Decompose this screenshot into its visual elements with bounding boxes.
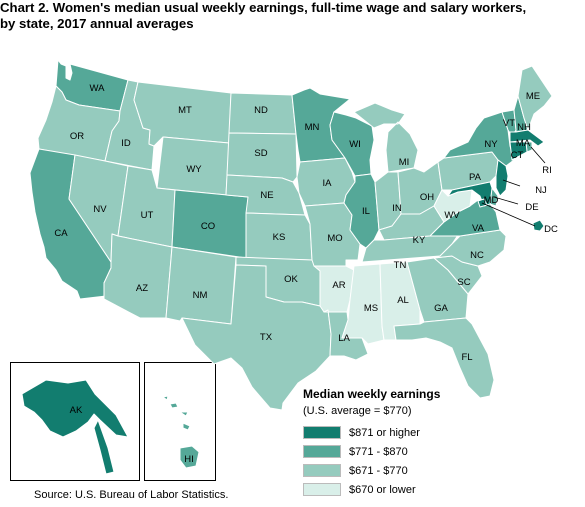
state-labels: WA OR CA ID NV MT WY UT AZ CO NM ND SD N…: [54, 83, 558, 465]
legend-swatch: [303, 426, 341, 439]
legend-swatch: [303, 483, 341, 496]
state-az[interactable]: [103, 233, 173, 319]
label-vt: VT: [503, 118, 515, 129]
label-ia: IA: [323, 178, 333, 189]
leader-de: [493, 196, 519, 205]
legend: Median weekly earnings (U.S. average = $…: [303, 387, 543, 499]
legend-item: $670 or lower: [303, 480, 543, 499]
state-nc[interactable]: [433, 229, 507, 267]
state-me[interactable]: [517, 65, 553, 131]
legend-subtitle: (U.S. average = $770): [303, 405, 412, 417]
label-wy: WY: [186, 164, 202, 175]
legend-item: $871 or higher: [303, 423, 543, 442]
label-ut: UT: [141, 210, 154, 221]
label-nv: NV: [93, 204, 107, 215]
legend-swatch: [303, 464, 341, 477]
leader-nj: [502, 179, 521, 187]
state-ct[interactable]: [509, 141, 528, 161]
label-ny: NY: [484, 139, 498, 150]
label-or: OR: [70, 131, 84, 142]
label-nj: NJ: [535, 185, 547, 196]
label-la: LA: [338, 333, 350, 344]
legend-item-label: $871 or higher: [349, 426, 420, 439]
legend-swatch: [303, 445, 341, 458]
chart-title-line-2: by state, 2017 annual averages: [0, 16, 194, 31]
label-ak: AK: [70, 405, 83, 416]
label-mt: MT: [178, 105, 192, 116]
label-va: VA: [472, 223, 485, 234]
label-nd: ND: [254, 105, 268, 116]
state-nj[interactable]: [495, 159, 509, 197]
leader-ri: [530, 146, 546, 164]
label-hi: HI: [184, 454, 194, 465]
state-ma[interactable]: [509, 129, 545, 147]
label-ar: AR: [332, 280, 345, 291]
hawaii-inset-frame: [144, 362, 216, 481]
legend-item-label: $671 - $770: [349, 464, 408, 477]
label-wa: WA: [90, 83, 106, 94]
label-ga: GA: [434, 303, 448, 314]
state-ak[interactable]: [21, 379, 129, 475]
label-me: ME: [526, 91, 540, 102]
state-hi[interactable]: [162, 395, 200, 469]
label-sc: SC: [457, 277, 470, 288]
label-tn: TN: [394, 260, 407, 271]
label-ca: CA: [54, 228, 68, 239]
legend-title: Median weekly earnings: [303, 387, 441, 401]
label-al: AL: [397, 295, 409, 306]
label-mo: MO: [327, 233, 342, 244]
legend-item: $771 - $870: [303, 442, 543, 461]
label-ct: CT: [511, 150, 524, 161]
state-wi[interactable]: [329, 111, 375, 177]
label-wi: WI: [349, 139, 361, 150]
label-oh: OH: [420, 192, 434, 203]
label-nm: NM: [193, 290, 208, 301]
legend-item-label: $670 or lower: [349, 483, 416, 496]
label-ri: RI: [542, 165, 552, 176]
label-nh: NH: [517, 122, 531, 133]
chart-title-line-1: Chart 2. Women's median usual weekly ear…: [0, 0, 527, 15]
source-note: Source: U.S. Bureau of Labor Statistics.: [34, 489, 229, 501]
leader-dc: [481, 202, 536, 227]
label-ms: MS: [364, 303, 378, 314]
label-ky: KY: [413, 235, 426, 246]
label-ma: MA: [516, 138, 531, 149]
label-wv: WV: [444, 210, 460, 221]
label-nc: NC: [470, 250, 484, 261]
label-in: IN: [392, 203, 402, 214]
legend-item: $671 - $770: [303, 461, 543, 480]
label-tx: TX: [260, 332, 273, 343]
leader-lines: [481, 146, 546, 227]
state-tx[interactable]: [181, 264, 332, 411]
label-pa: PA: [469, 172, 482, 183]
state-nm[interactable]: [165, 246, 237, 325]
label-md: MD: [484, 195, 499, 206]
label-ks: KS: [273, 232, 286, 243]
states-layer: [21, 59, 553, 475]
label-az: AZ: [136, 283, 148, 294]
label-ne: NE: [260, 190, 273, 201]
label-id: ID: [121, 138, 131, 149]
label-dc: DC: [544, 224, 558, 235]
label-sd: SD: [254, 148, 267, 159]
label-fl: FL: [461, 352, 472, 363]
state-fl[interactable]: [393, 317, 495, 399]
legend-item-label: $771 - $870: [349, 445, 408, 458]
state-mi[interactable]: [353, 102, 419, 173]
label-ok: OK: [284, 274, 298, 285]
label-de: DE: [525, 202, 538, 213]
label-mn: MN: [305, 122, 320, 133]
label-co: CO: [201, 221, 215, 232]
label-il: IL: [362, 206, 370, 217]
chart-title: Chart 2. Women's median usual weekly ear…: [0, 0, 585, 32]
label-mi: MI: [399, 157, 410, 168]
